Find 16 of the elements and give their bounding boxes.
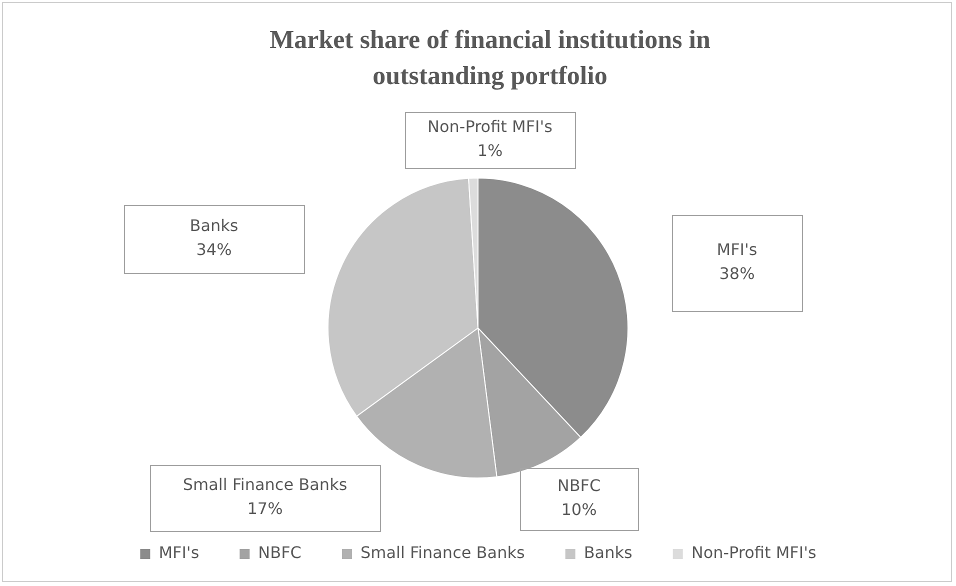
- slice-label: Banks: [190, 216, 238, 236]
- legend-label: MFI's: [158, 543, 200, 562]
- slice-label: MFI's: [716, 240, 758, 260]
- legend-label: Small Finance Banks: [360, 543, 525, 562]
- data-label: 10%: [561, 500, 597, 520]
- legend-label: Non-Profit MFI's: [691, 543, 816, 562]
- data-label: 17%: [247, 499, 283, 518]
- legend-label: NBFC: [258, 543, 302, 562]
- data-label: 34%: [196, 240, 232, 260]
- chart-title: Market share of financial institutions in outstanding portfolio: [268, 24, 712, 92]
- data-label: 38%: [719, 264, 755, 284]
- data-label: 1%: [477, 141, 503, 160]
- legend-label: Banks: [584, 543, 632, 562]
- slice-label: NBFC: [557, 476, 601, 496]
- slice-label: Non-Profit MFI's: [428, 117, 552, 136]
- slice-label: Small Finance Banks: [182, 475, 348, 494]
